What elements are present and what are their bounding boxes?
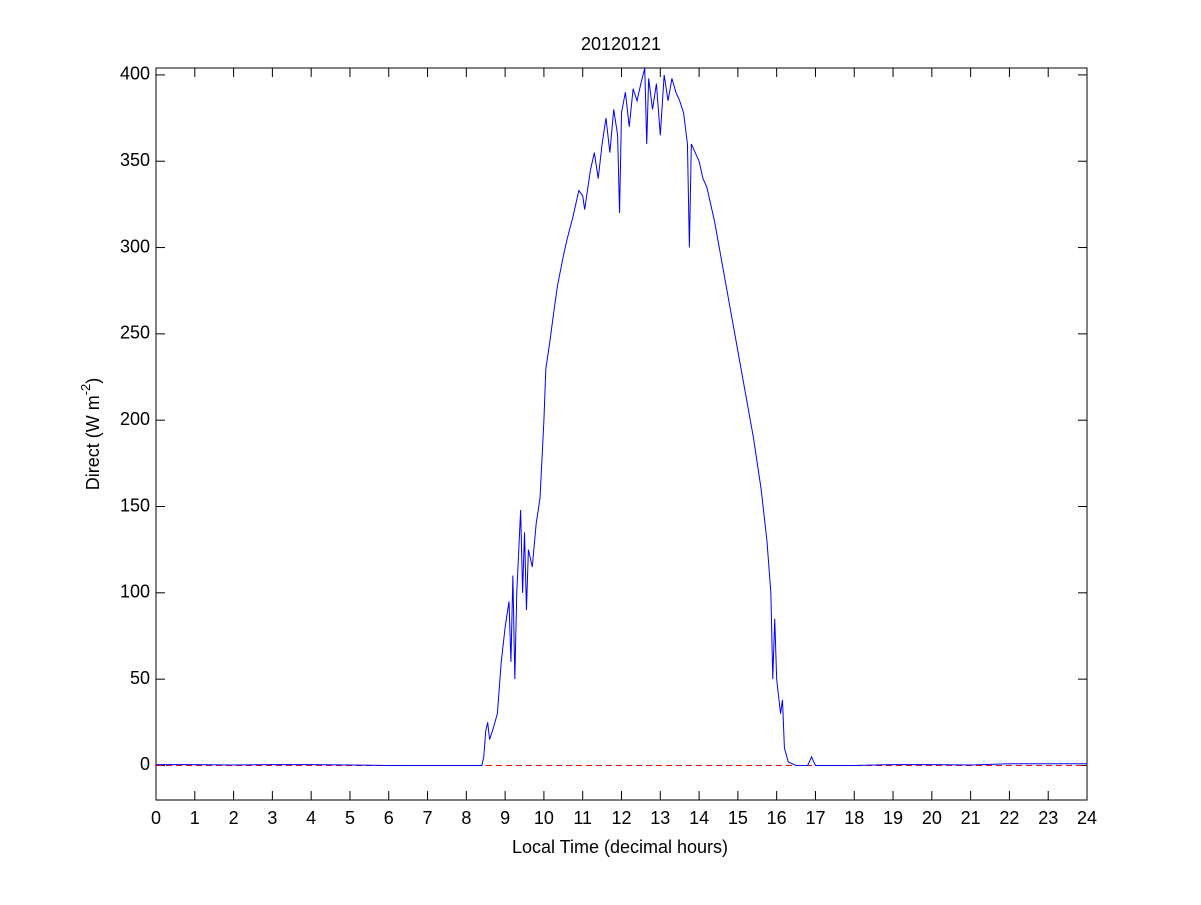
x-tick-label: 20 [922,808,942,828]
x-tick-label: 1 [190,808,200,828]
x-tick-label: 2 [229,808,239,828]
x-tick-label: 11 [573,808,592,828]
data-line [156,67,1087,766]
x-tick-label: 13 [650,808,670,828]
y-tick-label: 50 [130,668,150,688]
chart-title: 20120121 [581,34,661,54]
y-tick-label: 200 [120,409,150,429]
y-tick-label: 300 [120,236,150,256]
x-tick-label: 8 [461,808,471,828]
x-tick-label: 17 [805,808,825,828]
x-tick-label: 9 [500,808,510,828]
x-tick-label: 4 [306,808,316,828]
x-tick-label: 15 [728,808,748,828]
y-tick-label: 100 [120,582,150,602]
y-label-main: Direct (W m [83,395,103,490]
x-tick-label: 6 [384,808,394,828]
x-tick-label: 12 [611,808,631,828]
x-tick-label: 24 [1077,808,1097,828]
y-tick-label: 350 [120,150,150,170]
y-tick-label: 150 [120,495,150,515]
x-tick-label: 14 [689,808,709,828]
x-tick-label: 5 [345,808,355,828]
x-tick-label: 21 [961,808,981,828]
y-label-sup: -2 [78,384,93,396]
y-tick-label: 0 [140,754,150,774]
x-tick-label: 16 [767,808,787,828]
x-tick-label: 19 [883,808,903,828]
x-tick-label: 0 [151,808,161,828]
y-tick-label: 400 [120,64,150,84]
x-tick-label: 23 [1038,808,1058,828]
x-tick-label: 3 [267,808,277,828]
y-axis-label: Direct (W m-2) [78,378,102,491]
x-tick-label: 7 [423,808,433,828]
x-axis-label: Local Time (decimal hours) [512,837,728,857]
x-tick-label: 22 [999,808,1019,828]
y-label-end: ) [83,378,103,384]
y-tick-label: 250 [120,323,150,343]
x-tick-label: 10 [534,808,554,828]
x-tick-label: 18 [844,808,864,828]
